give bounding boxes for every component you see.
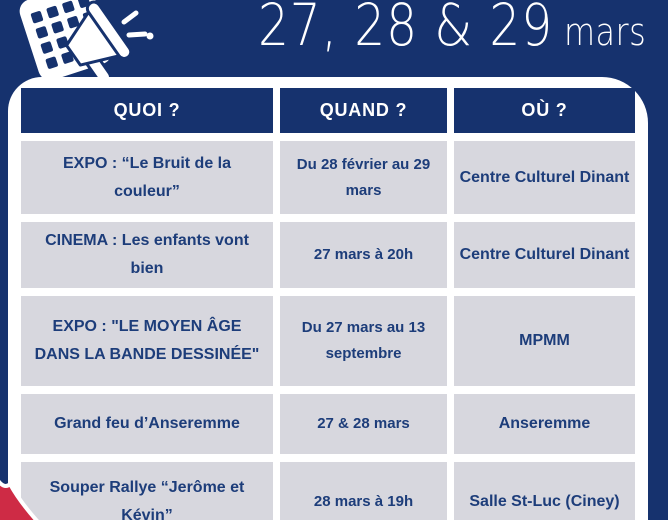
red-ribbon-decoration: [0, 479, 39, 520]
title-dates: 27, 28 & 29: [257, 0, 553, 59]
poster-title: 27, 28 & 29 mars: [258, 0, 646, 59]
calendar-megaphone-icon: [19, 0, 154, 86]
event-date-cell: 27 mars à 20h: [280, 222, 447, 288]
event-name-cell: EXPO : "LE MOYEN ÂGE DANS LA BANDE DESSI…: [21, 296, 273, 386]
event-date-cell: Du 27 mars au 13 septembre: [280, 296, 447, 386]
event-name-cell: Souper Rallye “Jerôme et Kévin”: [21, 462, 273, 520]
column-header-quand: QUAND ?: [280, 88, 447, 133]
column-header-ou: OÙ ?: [454, 88, 635, 133]
event-name-cell: CINEMA : Les enfants vont bien: [21, 222, 273, 288]
event-location-cell: Centre Culturel Dinant: [454, 222, 635, 288]
schedule-panel: QUOI ? QUAND ? OÙ ? EXPO : “Le Bruit de …: [8, 77, 648, 520]
event-location-cell: MPMM: [454, 296, 635, 386]
event-date-cell: 27 & 28 mars: [280, 394, 447, 454]
event-name-cell: Grand feu d’Anseremme: [21, 394, 273, 454]
event-location-cell: Salle St-Luc (Ciney): [454, 462, 635, 520]
event-date-cell: Du 28 février au 29 mars: [280, 141, 447, 214]
schedule-table: QUOI ? QUAND ? OÙ ? EXPO : “Le Bruit de …: [21, 88, 635, 520]
event-name-cell: EXPO : “Le Bruit de la couleur”: [21, 141, 273, 214]
column-header-quoi: QUOI ?: [21, 88, 273, 133]
event-location-cell: Centre Culturel Dinant: [454, 141, 635, 214]
event-location-cell: Anseremme: [454, 394, 635, 454]
sparkle-dot: [146, 32, 154, 40]
event-date-cell: 28 mars à 19h: [280, 462, 447, 520]
title-month: mars: [563, 10, 646, 54]
